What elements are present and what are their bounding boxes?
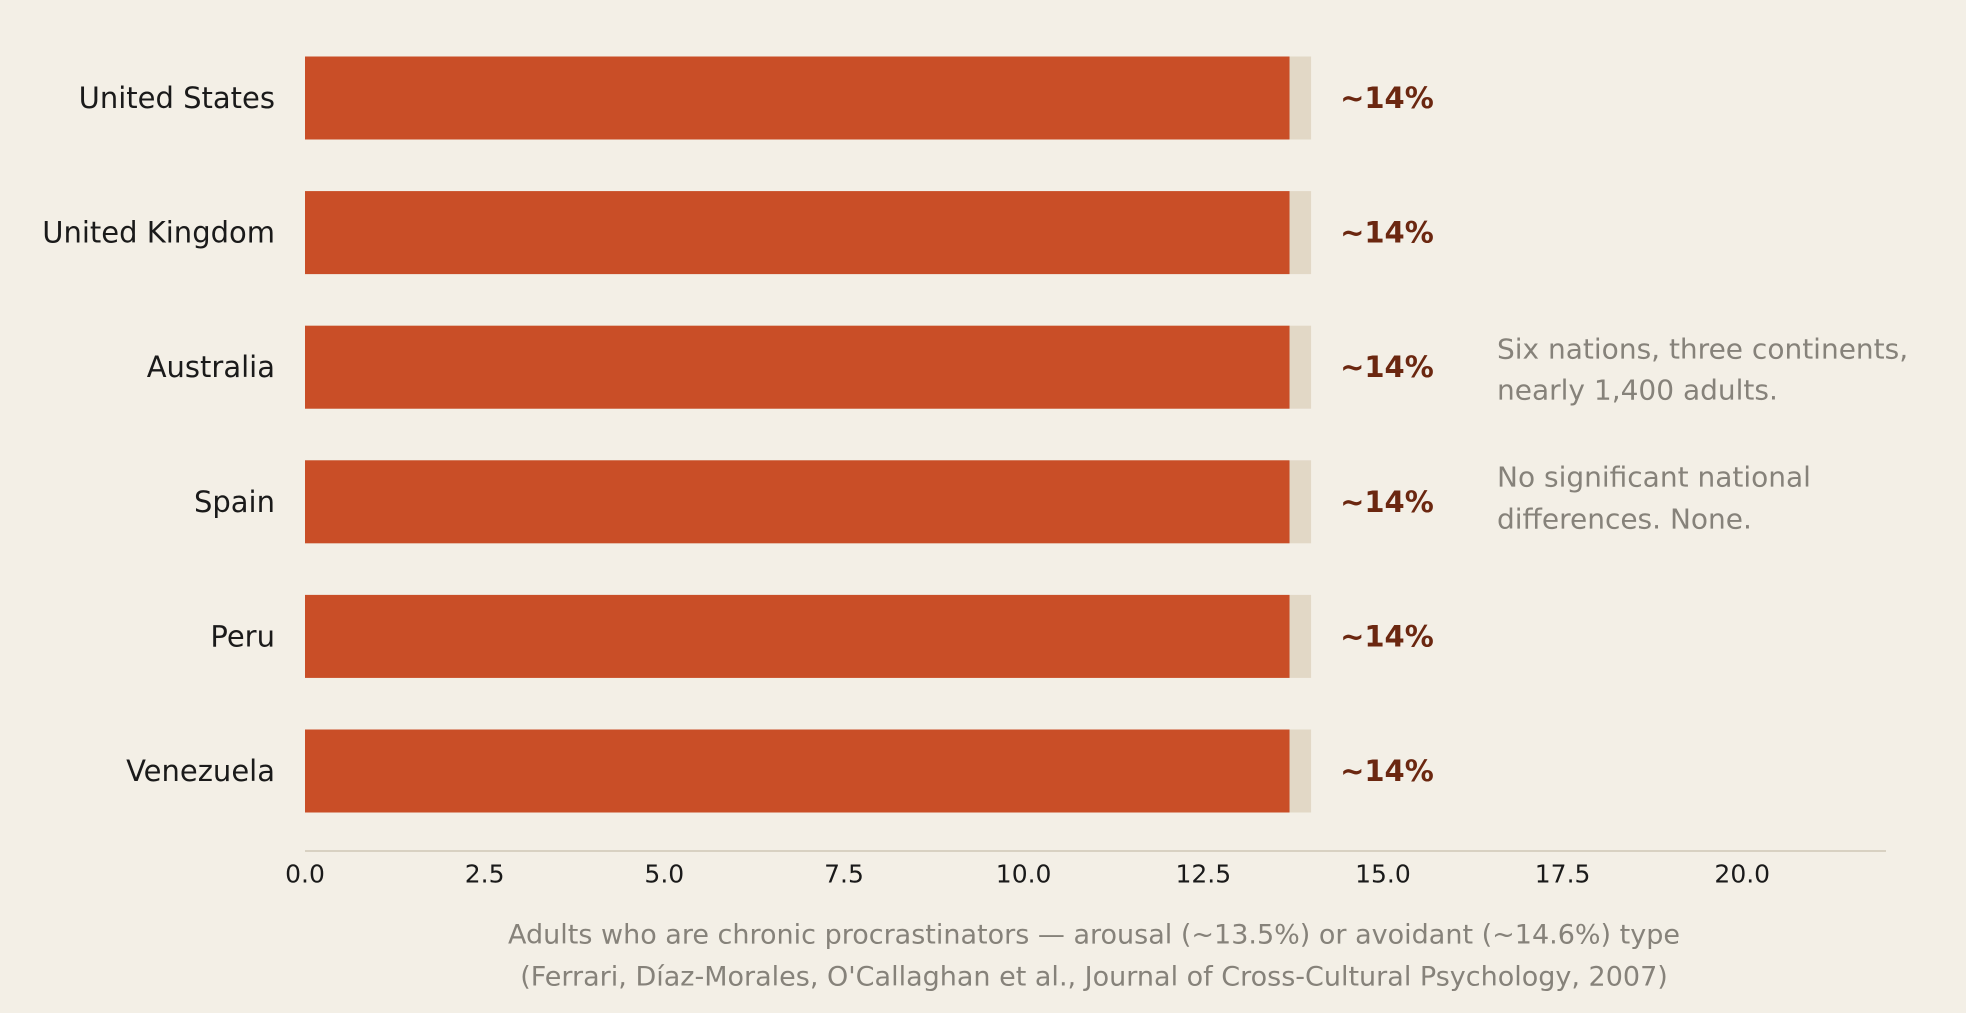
x-tick-label-7: 17.5 bbox=[1535, 860, 1591, 889]
x-tick-label-3: 7.5 bbox=[824, 860, 864, 889]
x-tick-label-1: 2.5 bbox=[465, 860, 505, 889]
annotation-line-4: differences. None. bbox=[1497, 503, 1752, 536]
x-tick-label-6: 15.0 bbox=[1355, 860, 1411, 889]
category-label-venezuela: Venezuela bbox=[126, 754, 275, 788]
annotation-line-1: Six nations, three continents, bbox=[1497, 333, 1908, 366]
bar-venezuela bbox=[305, 729, 1290, 813]
x-tick-label-0: 0.0 bbox=[285, 860, 325, 889]
bar-peru bbox=[305, 594, 1290, 678]
value-label-venezuela: ~14% bbox=[1340, 754, 1434, 788]
annotation-line-2: nearly 1,400 adults. bbox=[1497, 374, 1778, 407]
x-tick-label-4: 10.0 bbox=[996, 860, 1052, 889]
category-label-australia: Australia bbox=[147, 350, 275, 384]
annotation-line-3: No significant national bbox=[1497, 461, 1811, 494]
category-label-spain: Spain bbox=[194, 485, 275, 519]
bar-united-kingdom bbox=[305, 191, 1290, 275]
caption-line-2: (Ferrari, Díaz-Morales, O'Callaghan et a… bbox=[520, 962, 1668, 993]
bar-australia bbox=[305, 325, 1290, 409]
value-label-united-kingdom: ~14% bbox=[1340, 216, 1434, 250]
value-label-peru: ~14% bbox=[1340, 619, 1434, 653]
category-label-peru: Peru bbox=[210, 619, 275, 653]
category-label-united-states: United States bbox=[79, 81, 275, 115]
bar-spain bbox=[305, 460, 1290, 544]
bar-united-states bbox=[305, 56, 1290, 140]
value-label-australia: ~14% bbox=[1340, 350, 1434, 384]
x-tick-label-8: 20.0 bbox=[1714, 860, 1770, 889]
category-label-united-kingdom: United Kingdom bbox=[42, 216, 275, 250]
caption-line-1: Adults who are chronic procrastinators —… bbox=[508, 920, 1680, 951]
x-tick-label-2: 5.0 bbox=[644, 860, 684, 889]
value-label-united-states: ~14% bbox=[1340, 81, 1434, 115]
value-label-spain: ~14% bbox=[1340, 485, 1434, 519]
x-tick-label-5: 12.5 bbox=[1175, 860, 1231, 889]
